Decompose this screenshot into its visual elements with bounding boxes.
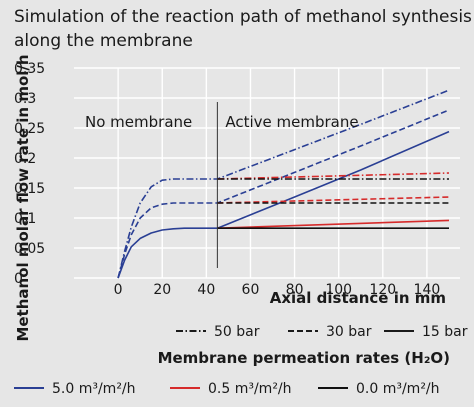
x-tick-label: 140 [414,282,441,298]
legend-title: Membrane permeation rates (H₂O) [158,349,450,367]
x-axis-label: Axial distance in mm [270,289,446,307]
series-line-30-bar-5.0 [117,109,450,279]
x-tick-label: 120 [369,282,396,298]
series-line-50-bar-0.5 [217,172,450,180]
y-tick-label: 0.15 [14,181,45,197]
x-tick-label: 60 [242,282,260,298]
legend: 50 bar 30 bar 15 bar 5.0 m³/m²/h 0.5 m³/m²/h… [14,324,468,397]
y-tick-label: 0.35 [14,61,45,77]
legend-rate-label: 0.5 m³/m²/h [208,381,292,397]
x-tick-label: 40 [197,282,215,298]
x-tick-label: 80 [286,282,304,298]
legend-rate-label: 0.0 m³/m²/h [356,381,440,397]
series-line-30-bar-0.5 [217,196,450,204]
x-tick-label: 0 [114,282,123,298]
y-tick-label: 0.3 [14,91,36,107]
chart-title-line-2: along the membrane [14,31,193,51]
x-tick-label: 100 [325,282,352,298]
series-line-15-bar-0.5 [217,219,450,229]
legend-style-label: 50 bar [214,324,260,340]
legend-style-label: 30 bar [326,324,372,340]
series-lines [117,89,450,279]
y-tick-label: 0.25 [14,121,45,137]
y-axis-label: Methanol molar flow rate in mol/h [14,54,32,341]
series-line-15-bar-5.0 [117,130,450,279]
chart-title-line-1: Simulation of the reaction path of metha… [14,7,472,27]
legend-style-label: 15 bar [422,324,468,340]
legend-rate-label: 5.0 m³/m²/h [52,381,136,397]
series-line-50-bar-5.0 [117,89,450,279]
y-tick-label: 0.2 [14,151,36,167]
y-tick-label: 0.05 [14,241,45,257]
x-tick-label: 20 [153,282,171,298]
tick-labels: 0 0.05 0.1 0.15 0.2 0.25 0.3 0.35 0 20 40 60 80 100 12… [14,61,440,298]
chart-title: Simulation of the reaction path of metha… [14,7,472,51]
annotation-no-membrane: No membrane [85,113,192,131]
y-tick-label: 0 [14,271,23,287]
annotation-active-membrane: Active membrane [225,113,358,131]
y-tick-label: 0.1 [14,211,36,227]
